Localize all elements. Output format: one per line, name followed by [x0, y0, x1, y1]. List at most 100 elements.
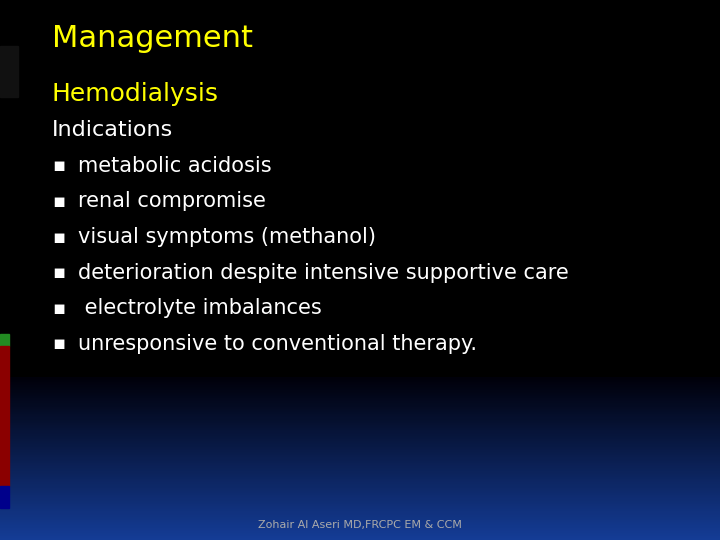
Bar: [0, 524, 720, 526]
Bar: [0, 516, 720, 517]
Text: ▪: ▪: [52, 334, 65, 354]
Bar: [0, 426, 720, 428]
Bar: [0, 46, 18, 97]
Text: ▪: ▪: [52, 299, 65, 318]
Bar: [0, 386, 720, 388]
Bar: [0, 518, 720, 519]
Bar: [0, 526, 720, 528]
Bar: [0, 464, 720, 465]
Bar: [0, 529, 720, 530]
Bar: [0, 395, 720, 396]
Bar: [0, 453, 720, 455]
Bar: [0, 425, 720, 427]
Bar: [0, 346, 9, 486]
Bar: [0, 476, 720, 477]
Bar: [0, 400, 720, 402]
Bar: [0, 334, 9, 346]
Bar: [0, 480, 720, 482]
Bar: [0, 421, 720, 422]
Text: ▪: ▪: [52, 263, 65, 282]
Text: Indications: Indications: [52, 119, 173, 140]
Bar: [0, 455, 720, 457]
Bar: [0, 407, 720, 408]
Bar: [0, 531, 720, 532]
Bar: [0, 534, 720, 536]
Bar: [0, 436, 720, 437]
Bar: [0, 495, 720, 497]
Bar: [0, 447, 720, 448]
Bar: [0, 523, 720, 525]
Bar: [0, 438, 720, 440]
Bar: [0, 380, 720, 381]
Bar: [0, 483, 720, 485]
Bar: [0, 515, 720, 516]
Bar: [0, 435, 720, 436]
Bar: [0, 384, 720, 386]
Bar: [0, 424, 720, 426]
Bar: [0, 457, 720, 459]
Bar: [0, 533, 720, 535]
Bar: [0, 443, 720, 445]
Bar: [0, 382, 720, 383]
Bar: [0, 451, 720, 453]
Bar: [0, 502, 720, 503]
Bar: [0, 444, 720, 446]
Bar: [0, 468, 720, 470]
Bar: [0, 487, 720, 488]
Bar: [0, 460, 720, 461]
Bar: [0, 450, 720, 451]
Bar: [0, 404, 720, 406]
Bar: [0, 528, 720, 529]
Bar: [0, 509, 720, 511]
Bar: [0, 402, 720, 404]
Text: ▪: ▪: [52, 227, 65, 247]
Bar: [0, 498, 720, 500]
Bar: [0, 433, 720, 434]
Bar: [0, 412, 720, 414]
Bar: [0, 410, 720, 411]
Bar: [0, 537, 720, 539]
Bar: [0, 477, 720, 478]
Bar: [0, 479, 720, 481]
Bar: [0, 396, 720, 397]
Bar: [0, 399, 720, 401]
Bar: [0, 430, 720, 432]
Bar: [0, 442, 720, 444]
Bar: [0, 403, 720, 405]
Bar: [0, 482, 720, 484]
Bar: [0, 492, 720, 494]
Bar: [0, 434, 720, 435]
Bar: [0, 388, 720, 390]
Bar: [0, 428, 720, 430]
Text: Hemodialysis: Hemodialysis: [52, 83, 219, 106]
Bar: [0, 441, 720, 443]
Bar: [0, 486, 9, 508]
Text: Management: Management: [52, 24, 253, 53]
Text: Zohair Al Aseri MD,FRCPC EM & CCM: Zohair Al Aseri MD,FRCPC EM & CCM: [258, 520, 462, 530]
Bar: [0, 493, 720, 495]
Bar: [0, 385, 720, 387]
Bar: [0, 423, 720, 424]
Bar: [0, 454, 720, 456]
Bar: [0, 530, 720, 531]
Bar: [0, 470, 720, 472]
Bar: [0, 525, 720, 527]
Bar: [0, 475, 720, 476]
Text: ▪: ▪: [52, 192, 65, 211]
Bar: [0, 519, 720, 521]
Bar: [0, 520, 720, 522]
Text: deterioration despite intensive supportive care: deterioration despite intensive supporti…: [78, 262, 569, 283]
Bar: [0, 500, 720, 501]
Text: renal compromise: renal compromise: [78, 191, 266, 212]
Bar: [0, 431, 720, 433]
Bar: [0, 416, 720, 418]
Bar: [0, 427, 720, 429]
Bar: [0, 387, 720, 389]
Bar: [0, 478, 720, 480]
Bar: [0, 494, 720, 496]
Bar: [0, 517, 720, 518]
Text: ▪: ▪: [52, 156, 65, 176]
Bar: [0, 456, 720, 458]
Bar: [0, 392, 720, 393]
Bar: [0, 377, 720, 379]
